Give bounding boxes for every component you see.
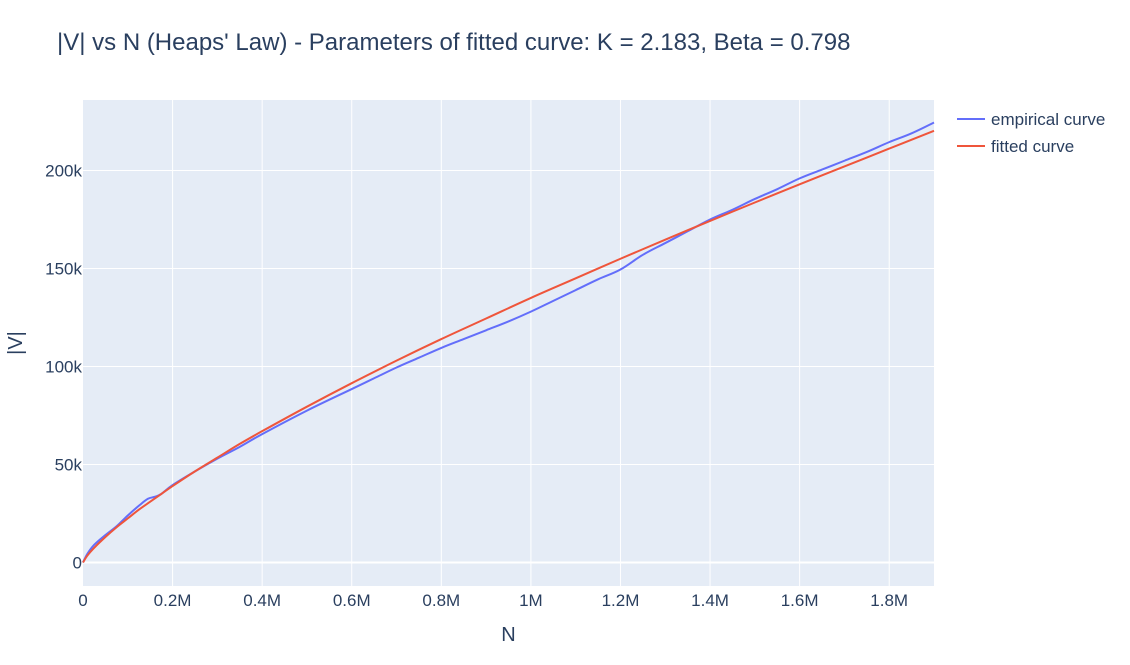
series-empirical-curve (82, 121, 935, 563)
x-tick-label: 1.8M (870, 591, 908, 610)
y-axis-ticks: 0 50k 100k 150k 200k (45, 162, 82, 573)
x-tick-label: 0.6M (333, 591, 371, 610)
x-tick-label: 0.4M (243, 591, 281, 610)
plot-background (83, 100, 934, 586)
y-tick-label: 100k (45, 358, 82, 377)
legend-item-fitted[interactable]: fitted curve (957, 137, 1074, 156)
x-axis-ticks: 0 0.2M 0.4M 0.6M 0.8M 1M 1.2M 1.4M 1.6M 1.8M (78, 591, 908, 610)
x-tick-label: 1.6M (781, 591, 819, 610)
y-axis-title: |V| (5, 331, 27, 355)
x-tick-label: 0.2M (154, 591, 192, 610)
x-tick-label: 0 (78, 591, 87, 610)
chart-title: |V| vs N (Heaps' Law) - Parameters of fi… (57, 29, 850, 56)
x-tick-label: 1.4M (691, 591, 729, 610)
x-axis-title: N (501, 624, 515, 646)
y-tick-label: 50k (55, 456, 83, 475)
x-tick-label: 1.2M (602, 591, 640, 610)
y-tick-label: 0 (73, 553, 82, 572)
x-tick-label: 0.8M (422, 591, 460, 610)
series-fitted-curve (82, 129, 935, 564)
x-tick-label: 1M (519, 591, 543, 610)
legend[interactable]: empirical curve fitted curve (957, 110, 1105, 156)
legend-item-empirical[interactable]: empirical curve (957, 110, 1105, 129)
y-tick-label: 150k (45, 260, 82, 279)
y-tick-label: 200k (45, 162, 82, 181)
legend-label-empirical: empirical curve (991, 110, 1105, 129)
grid (83, 100, 934, 586)
series-layer (82, 121, 935, 564)
legend-label-fitted: fitted curve (991, 137, 1074, 156)
